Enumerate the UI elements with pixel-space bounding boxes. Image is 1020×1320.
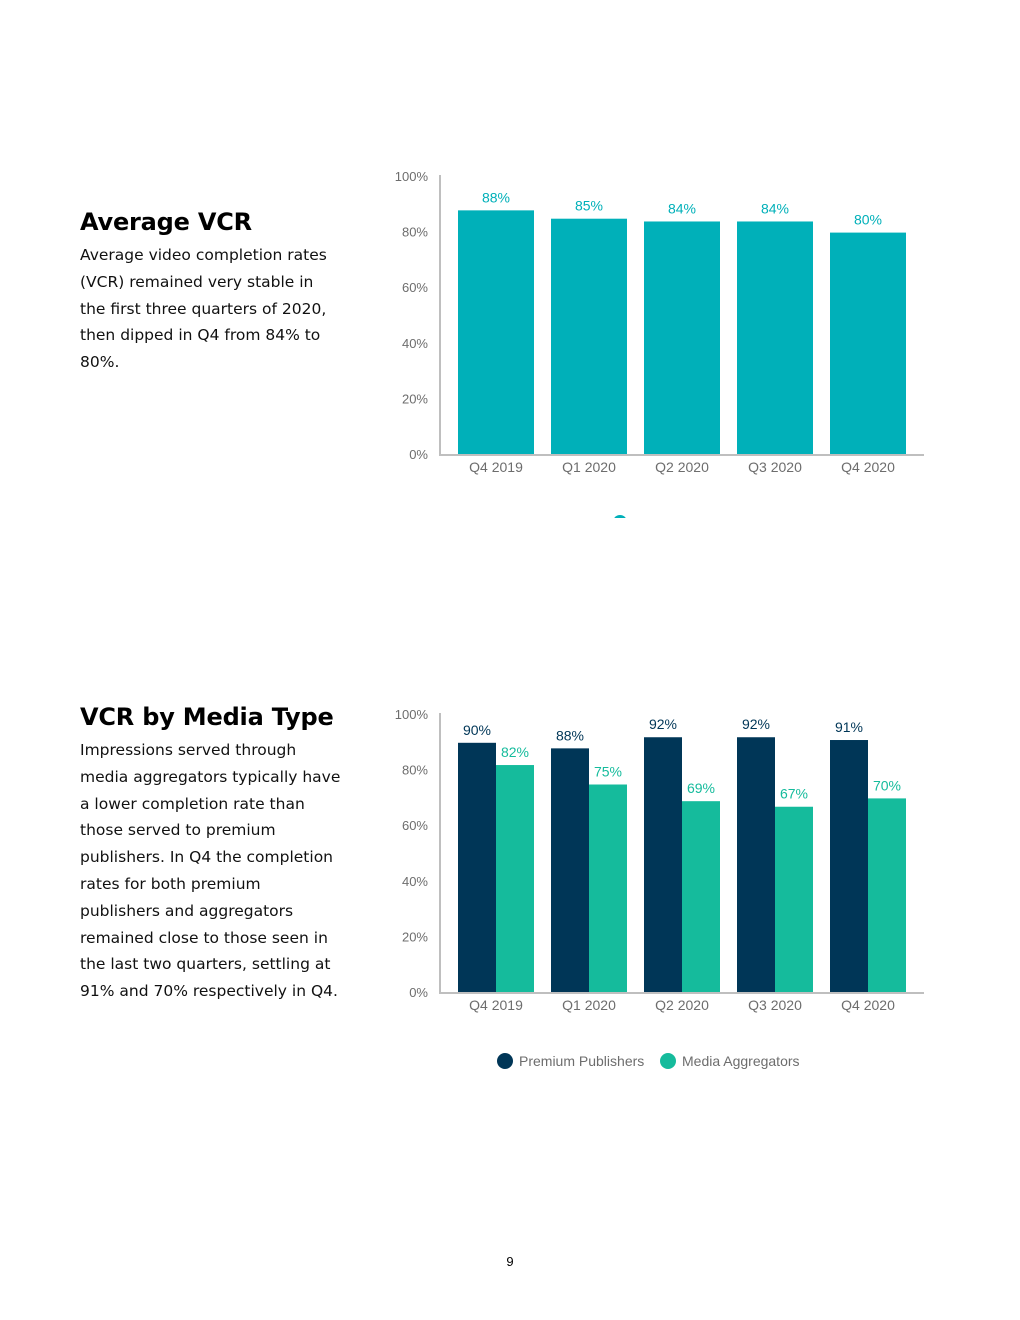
y-tick-label: 60% (402, 280, 428, 295)
y-tick-label: 0% (409, 447, 428, 462)
section-title: Average VCR (80, 208, 252, 236)
section-body: Average video completion rates (VCR) rem… (80, 246, 327, 372)
legend-label: Media Aggregators (682, 1053, 800, 1069)
data-label: 85% (575, 198, 603, 214)
section-body: Impressions served through media aggrega… (80, 741, 341, 1001)
bar (737, 737, 775, 993)
data-label: 70% (873, 777, 901, 793)
section-title: VCR by Media Type (80, 703, 334, 731)
bar (589, 784, 627, 993)
x-tick-label: Q1 2020 (562, 997, 616, 1013)
bar (551, 748, 589, 993)
y-tick-label: 80% (402, 225, 428, 240)
data-label: 69% (687, 780, 715, 796)
y-tick-label: 100% (395, 707, 429, 722)
y-tick-label: 80% (402, 763, 428, 778)
bar (737, 221, 813, 455)
data-label: 88% (556, 727, 584, 743)
average-vcr-chart: 0% 20% 40% 60% 80% 100% 88% 85% 84% 84% 80% Q4 2019… (395, 169, 924, 518)
x-tick-label: Q3 2020 (748, 997, 802, 1013)
data-label: 88% (482, 189, 510, 205)
vcr-by-media-type-chart: 0% 20% 40% 60% 80% 100% 90% 88% 92% 92% 91% 82% 75% 6… (395, 707, 924, 1069)
data-label: 92% (742, 716, 770, 732)
bar (551, 218, 627, 455)
bar (830, 740, 868, 993)
y-tick-label: 60% (402, 818, 428, 833)
x-tick-label: Q4 2020 (841, 997, 895, 1013)
bar (830, 232, 906, 455)
data-label: 84% (668, 200, 696, 216)
y-tick-label: 40% (402, 874, 428, 889)
x-tick-label: Q4 2019 (469, 459, 523, 475)
data-label: 91% (835, 719, 863, 735)
y-tick-label: 100% (395, 169, 429, 184)
data-label: 90% (463, 722, 491, 738)
bar (644, 221, 720, 455)
legend-marker (497, 1053, 513, 1069)
x-tick-label: Q2 2020 (655, 997, 709, 1013)
x-tick-label: Q3 2020 (748, 459, 802, 475)
bar (644, 737, 682, 993)
x-tick-label: Q2 2020 (655, 459, 709, 475)
data-label: 80% (854, 212, 882, 228)
y-tick-label: 20% (402, 929, 428, 944)
y-tick-label: 20% (402, 391, 428, 406)
data-label: 75% (594, 764, 622, 780)
x-tick-label: Q1 2020 (562, 459, 616, 475)
page-number: 9 (506, 1254, 514, 1269)
legend-marker (614, 515, 626, 518)
y-tick-label: 0% (409, 985, 428, 1000)
data-label: 67% (780, 786, 808, 802)
data-label: 92% (649, 716, 677, 732)
data-label: 82% (501, 744, 529, 760)
data-label: 84% (761, 200, 789, 216)
section-vcr-by-media-type: VCR by Media Type Impressions served thr… (80, 703, 342, 1005)
legend-marker (660, 1053, 676, 1069)
bar (458, 210, 534, 455)
bar (868, 798, 906, 993)
x-tick-label: Q4 2019 (469, 997, 523, 1013)
x-tick-label: Q4 2020 (841, 459, 895, 475)
bar (496, 765, 534, 993)
bar (775, 806, 813, 993)
y-tick-label: 40% (402, 336, 428, 351)
bar (458, 742, 496, 993)
section-average-vcr: Average VCR Average video completion rat… (80, 208, 342, 376)
bar (682, 801, 720, 993)
legend-label: Premium Publishers (519, 1053, 644, 1069)
